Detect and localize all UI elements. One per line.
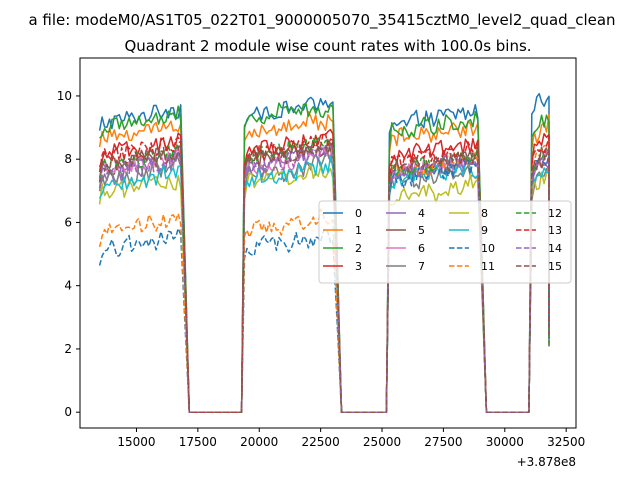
series-line-7 [98, 152, 550, 413]
series-line-9 [98, 155, 550, 413]
legend-label-6: 6 [418, 242, 425, 255]
y-tick-label: 2 [64, 342, 72, 356]
y-axis: 0 2 4 6 8 10 [57, 89, 80, 419]
series-line-10 [98, 153, 550, 413]
x-tick-label: 20000 [240, 435, 278, 449]
x-tick-label: 27500 [424, 435, 462, 449]
y-tick-label: 10 [57, 89, 72, 103]
series-line-13 [98, 132, 550, 413]
legend-label-0: 0 [355, 207, 362, 220]
series-line-8 [98, 163, 550, 413]
axes-frame [79, 57, 577, 429]
x-tick-label: 30000 [486, 435, 524, 449]
series-line-11 [98, 141, 550, 413]
legend-label-7: 7 [418, 260, 425, 273]
series-line-1 [98, 110, 550, 413]
legend-label-10: 10 [481, 242, 495, 255]
legend-label-13: 13 [548, 224, 562, 237]
series-line-15 [98, 142, 550, 413]
y-tick-label: 0 [64, 405, 72, 419]
x-tick-label: 25000 [363, 435, 401, 449]
series-line-0 [98, 92, 550, 413]
legend-label-5: 5 [418, 224, 425, 237]
x-axis: 15000 17500 20000 22500 25000 27500 30000 32500 [117, 428, 585, 449]
x-tick-label: 22500 [302, 435, 340, 449]
chart-title: Quadrant 2 module wise count rates with … [124, 37, 531, 55]
y-tick-label: 8 [64, 152, 72, 166]
y-tick-label: 4 [64, 279, 72, 293]
legend-label-12: 12 [548, 207, 562, 220]
x-tick-label: 17500 [179, 435, 217, 449]
x-offset-label: +3.878e8 [517, 455, 576, 469]
x-tick-label: 32500 [547, 435, 585, 449]
legend-label-3: 3 [355, 260, 362, 273]
legend-frame [318, 200, 572, 284]
series-line-12 [98, 137, 550, 413]
series-layer [98, 92, 550, 413]
x-tick-label: 15000 [117, 435, 155, 449]
legend-label-1: 1 [355, 224, 362, 237]
legend-label-14: 14 [548, 242, 562, 255]
legend-label-2: 2 [355, 242, 362, 255]
series-line-2 [99, 102, 550, 413]
legend-label-9: 9 [481, 224, 488, 237]
y-tick-label: 6 [64, 215, 72, 229]
legend-label-15: 15 [548, 260, 562, 273]
legend-label-4: 4 [418, 207, 425, 220]
legend-label-8: 8 [481, 207, 488, 220]
legend-label-11: 11 [481, 260, 495, 273]
suptitle: a file: modeM0/AS1T05_022T01_9000005070_… [28, 11, 615, 30]
